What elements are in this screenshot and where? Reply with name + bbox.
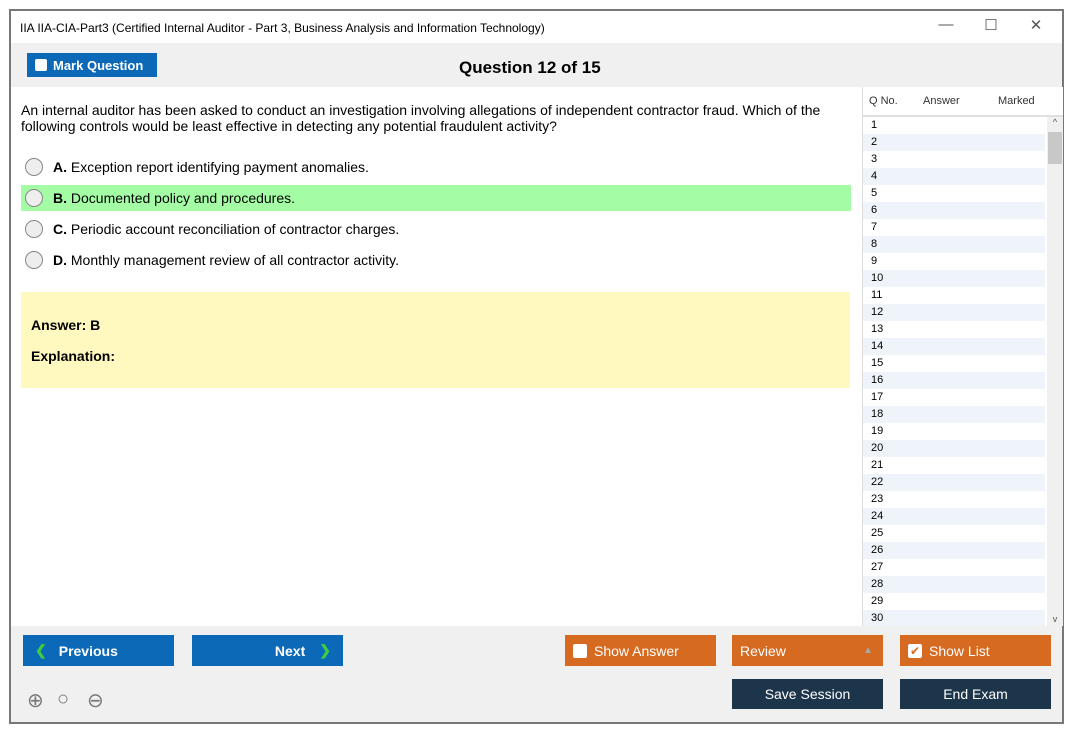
show-answer-button[interactable]: Show Answer <box>565 635 716 666</box>
list-row[interactable]: 30 <box>863 610 1045 627</box>
radio-button[interactable] <box>25 251 43 269</box>
option-letter: D. <box>53 252 67 268</box>
list-row[interactable]: 11 <box>871 289 883 301</box>
next-label: Next <box>274 642 306 659</box>
chevron-right-icon: ❯ <box>319 642 331 658</box>
end-exam-button[interactable]: End Exam <box>900 679 1051 709</box>
caret-up-icon: ▲ <box>863 645 873 656</box>
checkbox-icon <box>35 59 47 71</box>
next-button[interactable]: Next ❯ <box>192 635 343 666</box>
list-row[interactable]: 7 <box>871 221 878 233</box>
answer-text: Answer: B <box>31 317 101 333</box>
list-row[interactable]: 2 <box>863 134 1045 151</box>
chevron-left-icon: ❮ <box>35 642 47 658</box>
list-row[interactable]: 29 <box>871 595 884 607</box>
header-answer[interactable]: Answer <box>923 95 960 107</box>
checkmark-icon: ✔ <box>908 643 922 658</box>
mark-question-button[interactable]: Mark Question <box>27 53 157 77</box>
list-row[interactable]: 4 <box>863 168 1045 185</box>
radio-button[interactable] <box>25 189 43 207</box>
title-bar: IIA IIA-CIA-Part3 (Certified Internal Au… <box>11 11 1062 43</box>
list-row[interactable]: 17 <box>871 391 884 403</box>
review-dropdown[interactable]: Review ▲ <box>732 635 883 666</box>
show-answer-label: Show Answer <box>594 642 679 659</box>
question-text: An internal auditor has been asked to co… <box>21 102 821 134</box>
option-text: Monthly management review of all contrac… <box>70 252 399 268</box>
review-label: Review <box>740 642 786 659</box>
question-list: Q No. Answer Marked 1 2 3 4 5 6 7 8 9 10 11 12 13 14 1… <box>862 87 1063 627</box>
header-marked[interactable]: Marked <box>998 95 1035 107</box>
option-letter: A. <box>53 159 67 175</box>
list-header: Q No. Answer Marked <box>863 87 1063 117</box>
checkbox-icon <box>573 643 587 658</box>
list-row[interactable]: 9 <box>871 255 878 267</box>
zoom-out-icon[interactable]: ⊖ <box>87 690 104 712</box>
list-row[interactable]: 6 <box>863 202 1045 219</box>
option-text: Periodic account reconciliation of contr… <box>70 221 400 237</box>
list-row[interactable]: 8 <box>863 236 1045 253</box>
radio-button[interactable] <box>25 220 43 238</box>
radio-button[interactable] <box>25 158 43 176</box>
explanation-label: Explanation: <box>31 348 116 364</box>
list-row[interactable]: 26 <box>863 542 1045 559</box>
list-row[interactable]: 19 <box>871 425 884 437</box>
list-row[interactable]: 18 <box>863 406 1045 423</box>
list-row[interactable]: 23 <box>871 493 884 505</box>
minimize-button[interactable]: — <box>938 16 954 33</box>
header-qno[interactable]: Q No. <box>869 95 898 107</box>
zoom-reset-icon[interactable]: ○ <box>57 688 70 710</box>
scroll-up-icon[interactable]: ^ <box>1052 117 1058 127</box>
list-row[interactable]: 10 <box>863 270 1045 287</box>
footer: ❮ Previous Next ❯ Show Answer Review ▲ ✔ Sho… <box>11 626 1062 722</box>
toolbar: Mark Question Question 12 of 15 <box>11 43 1062 87</box>
question-area: An internal auditor has been asked to co… <box>11 87 861 626</box>
list-row[interactable]: 15 <box>871 357 884 369</box>
list-row[interactable]: 21 <box>871 459 884 471</box>
answer-box: Answer: B Explanation: <box>21 292 850 388</box>
list-row[interactable]: 13 <box>871 323 884 335</box>
list-row[interactable]: 25 <box>871 527 884 539</box>
list-row[interactable]: 1 <box>871 119 878 131</box>
mark-question-label: Mark Question <box>53 57 144 73</box>
answer-option[interactable]: A. Exception report identifying payment … <box>21 154 851 180</box>
close-button[interactable]: ✕ <box>1029 17 1043 34</box>
answer-option[interactable]: C. Periodic account reconciliation of co… <box>21 216 851 242</box>
list-row[interactable]: 12 <box>863 304 1045 321</box>
show-list-label: Show List <box>929 642 990 659</box>
option-text: Exception report identifying payment ano… <box>70 159 369 175</box>
list-row[interactable]: 27 <box>871 561 884 573</box>
question-counter: Question 12 of 15 <box>459 58 601 77</box>
maximize-button[interactable]: ☐ <box>984 17 998 34</box>
show-list-button[interactable]: ✔ Show List <box>900 635 1051 666</box>
answer-option[interactable]: D. Monthly management review of all cont… <box>21 247 851 273</box>
answer-option[interactable]: B. Documented policy and procedures. <box>21 185 851 211</box>
scrollbar[interactable]: ^ v <box>1047 117 1063 626</box>
app-window: IIA IIA-CIA-Part3 (Certified Internal Au… <box>9 9 1064 724</box>
option-letter: B. <box>53 190 67 206</box>
list-row[interactable]: 14 <box>863 338 1045 355</box>
window-title: IIA IIA-CIA-Part3 (Certified Internal Au… <box>20 21 545 35</box>
list-row[interactable]: 20 <box>863 440 1045 457</box>
option-letter: C. <box>53 221 67 237</box>
list-row[interactable]: 16 <box>863 372 1045 389</box>
list-row[interactable]: 24 <box>863 508 1045 525</box>
list-row[interactable]: 28 <box>863 576 1045 593</box>
previous-label: Previous <box>58 642 118 659</box>
list-row[interactable]: 22 <box>863 474 1045 491</box>
previous-button[interactable]: ❮ Previous <box>23 635 174 666</box>
list-row[interactable]: 5 <box>871 187 878 199</box>
list-row[interactable]: 3 <box>871 153 878 165</box>
zoom-in-icon[interactable]: ⊕ <box>27 690 44 712</box>
scroll-thumb[interactable] <box>1048 132 1062 164</box>
save-session-button[interactable]: Save Session <box>732 679 883 709</box>
option-text: Documented policy and procedures. <box>70 190 296 206</box>
scroll-down-icon[interactable]: v <box>1052 614 1058 624</box>
